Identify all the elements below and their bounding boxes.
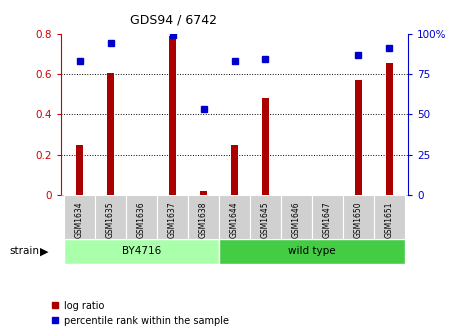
Bar	[355, 80, 363, 195]
Legend: log ratio, percentile rank within the sample: log ratio, percentile rank within the sa…	[47, 297, 233, 330]
Text: GSM1634: GSM1634	[75, 201, 84, 238]
Bar	[95, 195, 126, 239]
Text: GSM1645: GSM1645	[261, 201, 270, 238]
Text: GSM1650: GSM1650	[354, 201, 363, 238]
Bar	[126, 195, 157, 239]
Text: GSM1646: GSM1646	[292, 201, 301, 238]
Text: GSM1647: GSM1647	[323, 201, 332, 238]
Text: GDS94 / 6742: GDS94 / 6742	[130, 13, 217, 27]
Text: GSM1651: GSM1651	[385, 201, 394, 238]
Bar	[386, 63, 393, 195]
Bar	[250, 195, 281, 239]
Text: ▶: ▶	[40, 246, 49, 256]
Bar	[106, 73, 114, 195]
Text: wild type: wild type	[288, 246, 336, 256]
Bar	[200, 191, 207, 195]
Bar	[64, 239, 219, 264]
Bar	[219, 239, 405, 264]
Bar	[281, 195, 312, 239]
Text: GSM1635: GSM1635	[106, 201, 115, 238]
Bar	[343, 195, 374, 239]
Bar	[312, 195, 343, 239]
Text: GSM1644: GSM1644	[230, 201, 239, 238]
Text: GSM1637: GSM1637	[168, 201, 177, 238]
Bar	[64, 195, 95, 239]
Bar	[219, 195, 250, 239]
Text: strain: strain	[9, 246, 39, 256]
Bar	[188, 195, 219, 239]
Text: GSM1638: GSM1638	[199, 201, 208, 238]
Bar	[262, 98, 269, 195]
Text: BY4716: BY4716	[122, 246, 161, 256]
Bar	[374, 195, 405, 239]
Bar	[157, 195, 188, 239]
Bar	[231, 145, 238, 195]
Bar	[169, 36, 176, 195]
Text: GSM1636: GSM1636	[137, 201, 146, 238]
Bar	[76, 145, 83, 195]
